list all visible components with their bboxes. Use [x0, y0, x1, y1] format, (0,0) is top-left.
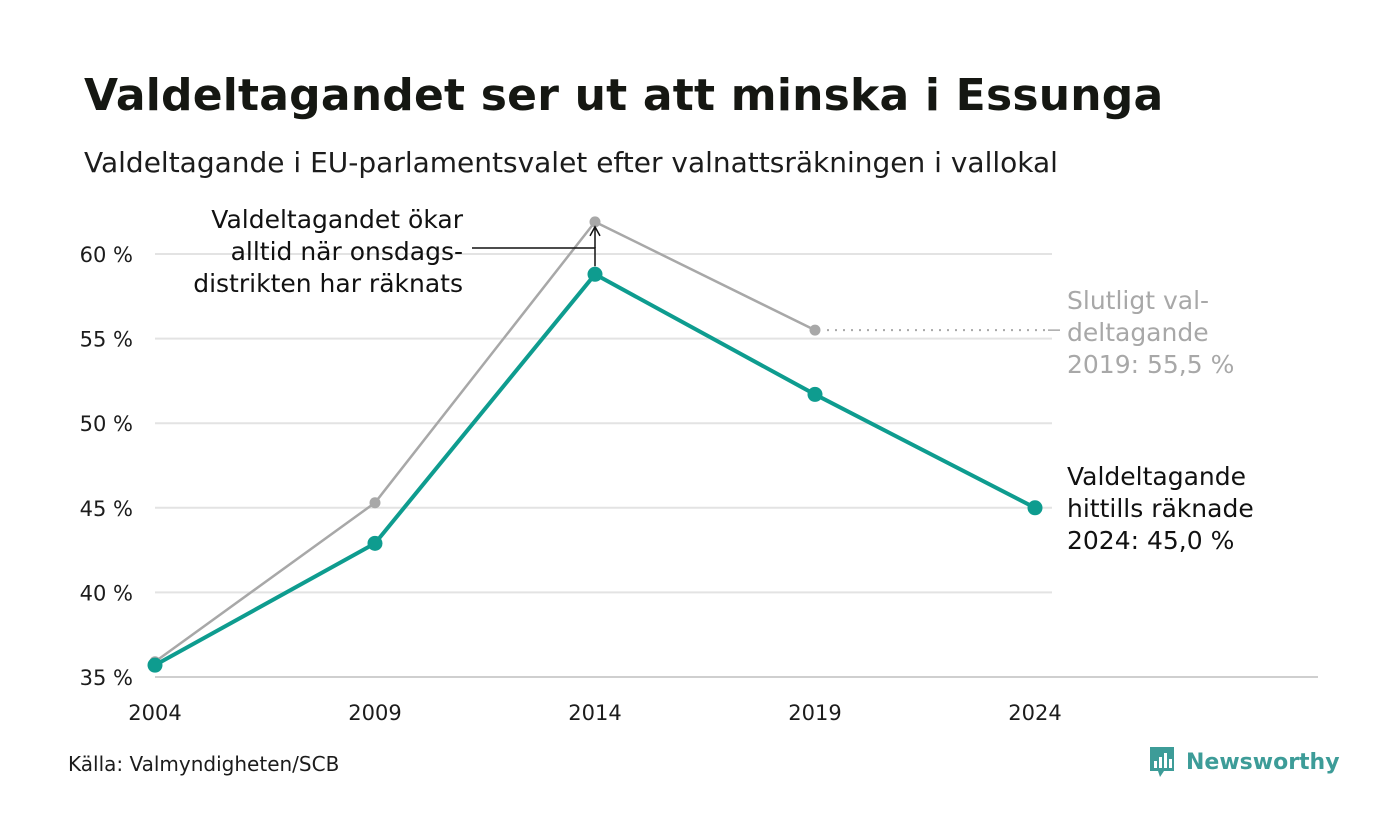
source-note: Källa: Valmyndigheten/SCB	[68, 752, 340, 776]
peak-annotation-line: Valdeltagandet ökar	[211, 205, 463, 234]
final-annotation-line: Slutligt val-	[1067, 286, 1209, 315]
y-tick-label: 35 %	[80, 666, 133, 690]
final-turnout-point	[809, 324, 821, 336]
brand-logo: Newsworthy	[1148, 744, 1340, 780]
x-tick-label: 2024	[1008, 701, 1061, 725]
counted-turnout-line	[154, 272, 1036, 667]
peak-annotation-line: distrikten har räknats	[193, 269, 463, 298]
counted-turnout-point	[587, 266, 603, 282]
x-tick-label: 2019	[788, 701, 841, 725]
final-turnout-point	[589, 216, 601, 228]
x-tick-label: 2009	[348, 701, 401, 725]
final-turnout-point	[369, 497, 381, 509]
chart-title: Valdeltagandet ser ut att minska i Essun…	[84, 70, 1164, 121]
counted-turnout-point	[367, 535, 383, 551]
bar-chart-speech-bubble-icon	[1150, 747, 1174, 777]
y-tick-label: 50 %	[80, 412, 133, 436]
counted-turnout-point	[1027, 500, 1043, 516]
y-tick-label: 40 %	[80, 581, 133, 605]
final-annotation-line: 2019: 55,5 %	[1067, 350, 1234, 379]
y-tick-label: 55 %	[80, 328, 133, 352]
counted-turnout-point	[807, 386, 823, 402]
counted-annotation-line: 2024: 45,0 %	[1067, 526, 1234, 555]
chart-subtitle: Valdeltagande i EU-parlamentsvalet efter…	[84, 146, 1058, 179]
x-tick-label: 2004	[128, 701, 181, 725]
peak-annotation-arrowhead	[589, 225, 601, 237]
final-turnout-line	[154, 220, 816, 663]
counted-turnout-point	[147, 657, 163, 673]
y-tick-label: 60 %	[80, 243, 133, 267]
x-tick-label: 2014	[568, 701, 621, 725]
peak-annotation-line: alltid när onsdags-	[231, 237, 463, 266]
counted-annotation-line: Valdeltagande	[1067, 462, 1246, 491]
brand-name: Newsworthy	[1186, 749, 1340, 775]
peak-annotation-connector	[472, 247, 596, 267]
y-tick-label: 45 %	[80, 497, 133, 521]
final-annotation-line: deltagande	[1067, 318, 1209, 347]
counted-annotation-line: hittills räknade	[1067, 494, 1254, 523]
